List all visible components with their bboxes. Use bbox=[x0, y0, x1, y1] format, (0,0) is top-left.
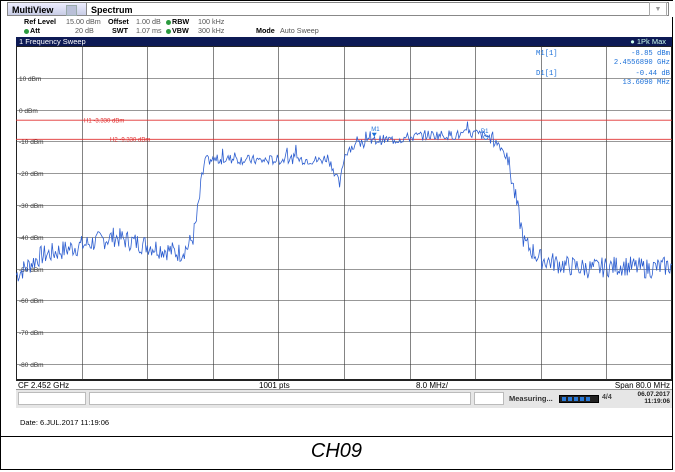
y-tick-label: -10 dBm bbox=[19, 139, 44, 146]
status-dot-icon bbox=[24, 28, 29, 34]
ref-level-label: Ref Level bbox=[24, 17, 56, 26]
y-tick-label: -40 dBm bbox=[19, 235, 44, 242]
y-tick-label: -80 dBm bbox=[19, 362, 44, 369]
screenshot-date: Date: 6.JUL.2017 11:19:06 bbox=[20, 418, 110, 427]
y-tick-label: 0 dBm bbox=[19, 108, 38, 115]
status-bar: Measuring... 4/4 06.07.2017 11:19:06 bbox=[16, 389, 672, 408]
status-time: 11:19:06 bbox=[644, 398, 670, 405]
y-tick-label: 10 dBm bbox=[19, 76, 41, 83]
frequency-per-division: 8.0 MHz/ bbox=[416, 381, 449, 390]
marker-d1-label: D1[1] bbox=[536, 70, 558, 78]
status-field-2 bbox=[89, 392, 471, 405]
att-label: Att bbox=[24, 26, 40, 35]
limit-label-h1: H1 -3.330 dBm bbox=[84, 118, 124, 124]
status-field-3 bbox=[474, 392, 504, 405]
offset-label: Offset bbox=[108, 17, 129, 26]
tab-multiview[interactable]: MultiView bbox=[7, 2, 87, 16]
plot-border bbox=[16, 46, 672, 380]
y-tick-label: -70 dBm bbox=[19, 330, 44, 337]
limit-label-h2: H2 -9.330 dBm bbox=[110, 137, 150, 143]
status-dot-icon bbox=[166, 28, 171, 34]
vbw-value: 300 kHz bbox=[198, 26, 225, 35]
mode-label: Mode bbox=[256, 26, 275, 35]
status-dot-icon bbox=[166, 19, 171, 25]
spectrum-plot[interactable]: 10 dBm 0 dBm -10 dBm -20 dBm -30 dBm -40 dBm -… bbox=[15, 46, 673, 380]
sweep-points: 1001 pts bbox=[259, 381, 290, 390]
span: Span 80.0 MHz bbox=[614, 381, 670, 390]
x-axis-info: CF 2.452 GHz 1001 pts 8.0 MHz/ Span 80.0… bbox=[16, 380, 672, 390]
marker-d1-level: -0.44 dB bbox=[635, 70, 670, 78]
y-tick-label: -60 dBm bbox=[19, 298, 44, 305]
ref-level-value: 15.00 dBm bbox=[66, 17, 101, 26]
marker-m1-tag: M1 bbox=[371, 127, 380, 133]
marker-m1-symbol bbox=[371, 132, 377, 137]
spectrum-chart-svg: 10 dBm 0 dBm -10 dBm -20 dBm -30 dBm -40 dBm -… bbox=[15, 46, 673, 380]
offset-value: 1.00 dB bbox=[136, 17, 161, 26]
att-value: 20 dB bbox=[75, 26, 94, 35]
rbw-value: 100 kHz bbox=[198, 17, 225, 26]
swt-label: SWT bbox=[112, 26, 128, 35]
trace-label: ● 1Pk Max bbox=[630, 37, 666, 46]
marker-d1-symbol bbox=[483, 134, 489, 140]
y-tick-label: -50 dBm bbox=[19, 267, 44, 274]
tab-multiview-label: MultiView bbox=[12, 5, 54, 15]
chevron-down-icon[interactable]: ▼ bbox=[649, 2, 667, 16]
measuring-status: Measuring... bbox=[509, 394, 553, 403]
y-tick-label: -30 dBm bbox=[19, 203, 44, 210]
rbw-label: RBW bbox=[166, 17, 189, 26]
vbw-label: VBW bbox=[166, 26, 189, 35]
y-tick-label: -20 dBm bbox=[19, 171, 44, 178]
swt-value: 1.07 ms bbox=[136, 26, 162, 35]
progress-indicator bbox=[559, 395, 599, 403]
window-title-bar: 1 Frequency Sweep ● 1Pk Max bbox=[16, 37, 672, 46]
tab-bar: MultiView Spectrum ▼ bbox=[1, 1, 673, 17]
status-date: 06.07.2017 bbox=[637, 391, 670, 398]
window-title: 1 Frequency Sweep bbox=[19, 37, 86, 46]
lxi-icon: 4/4 bbox=[602, 394, 612, 401]
caption-divider bbox=[1, 436, 673, 437]
marker-d1-tag: D1 bbox=[481, 129, 489, 135]
marker-m1-label: M1[1] bbox=[536, 50, 558, 58]
trace-1pk-max bbox=[15, 121, 673, 282]
channel-caption: CH09 bbox=[310, 440, 363, 462]
measurement-settings: Ref Level 15.00 dBm Att 20 dB Offset 1.0… bbox=[16, 17, 674, 37]
marker-d1-frequency: 13.6090 MHz bbox=[623, 79, 670, 87]
marker-m1-frequency: 2.4556890 GHz bbox=[614, 59, 670, 67]
grid-icon bbox=[66, 5, 77, 16]
instrument-datetime: 06.07.2017 11:19:06 bbox=[616, 391, 670, 405]
mode-value: Auto Sweep bbox=[280, 26, 319, 35]
tab-spectrum[interactable]: Spectrum bbox=[87, 2, 669, 16]
marker-m1-level: -8.85 dBm bbox=[631, 50, 670, 58]
status-field-1 bbox=[18, 392, 86, 405]
center-frequency: CF 2.452 GHz bbox=[18, 381, 70, 390]
tab-spectrum-label: Spectrum bbox=[91, 5, 133, 15]
